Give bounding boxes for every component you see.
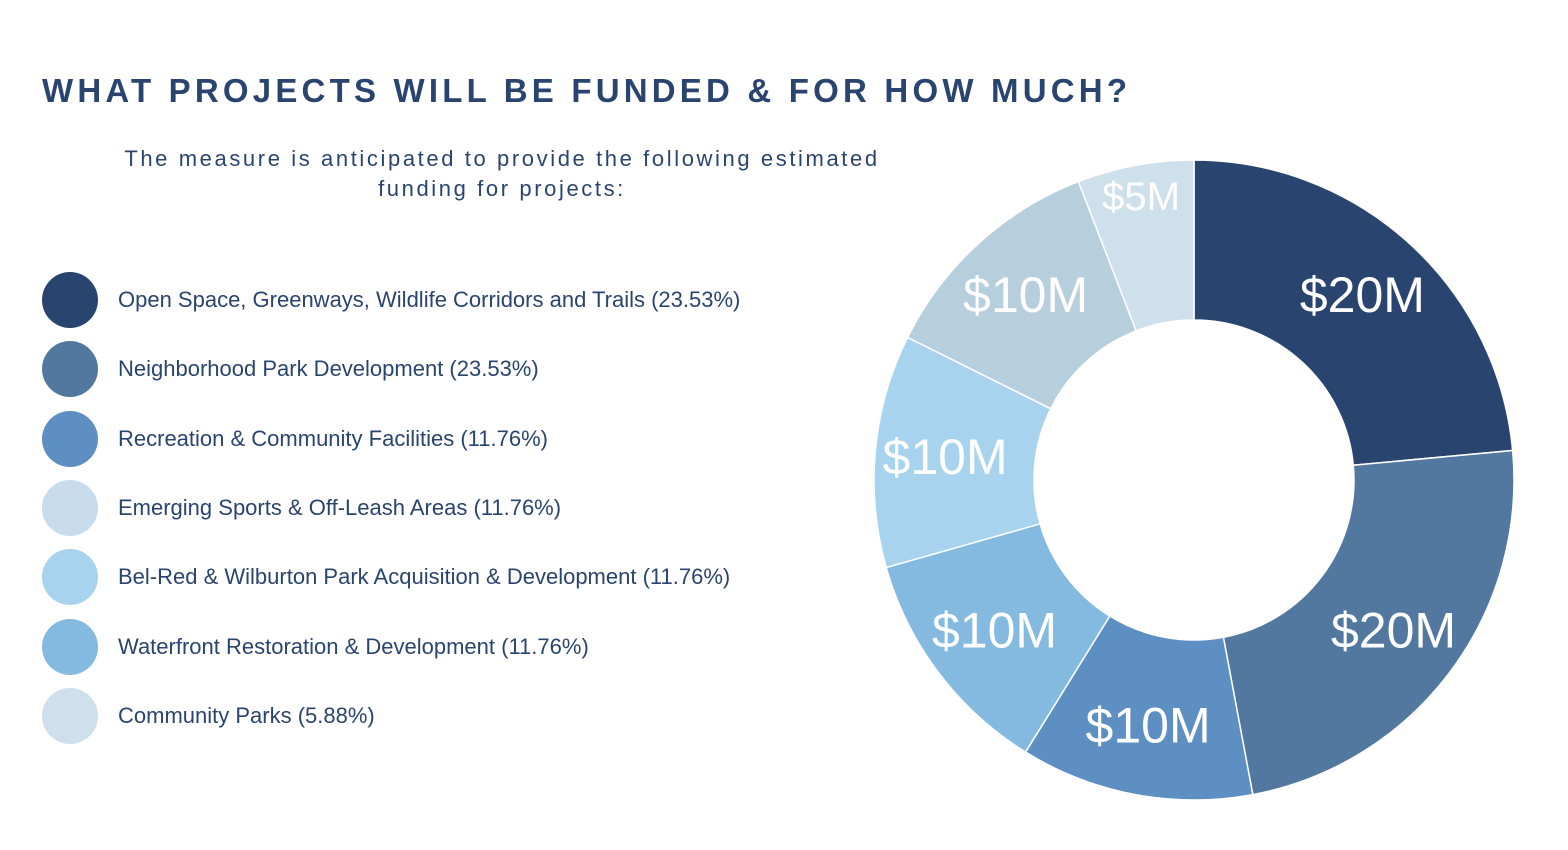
donut-chart: $20M $20M $10M $10M $10M $10M $5M xyxy=(873,159,1515,801)
chart-legend: Open Space, Greenways, Wildlife Corridor… xyxy=(42,0,862,850)
slice-value-label: $10M xyxy=(883,429,1008,485)
legend-label: Community Parks (5.88%) xyxy=(118,702,375,728)
legend-swatch xyxy=(42,549,98,606)
legend-label: Bel-Red & Wilburton Park Acquisition & D… xyxy=(118,564,731,590)
legend-label: Emerging Sports & Off-Leash Areas (11.76… xyxy=(118,494,562,520)
legend-item: Waterfront Restoration & Development (11… xyxy=(42,618,589,675)
legend-label: Waterfront Restoration & Development (11… xyxy=(118,633,589,659)
page-subtitle: The measure is anticipated to provide th… xyxy=(124,146,880,201)
donut-slice xyxy=(1193,159,1514,467)
donut-slice xyxy=(1222,449,1515,796)
legend-swatch xyxy=(42,341,98,398)
legend-swatch xyxy=(42,479,98,536)
legend-swatch xyxy=(42,618,98,675)
slice-value-label: $5M xyxy=(1102,175,1180,219)
slice-value-label: $20M xyxy=(1331,603,1456,659)
legend-item: Emerging Sports & Off-Leash Areas (11.76… xyxy=(42,479,562,536)
donut-slice xyxy=(1077,159,1195,332)
legend-item: Community Parks (5.88%) xyxy=(42,687,375,744)
legend-swatch xyxy=(42,687,98,744)
legend-swatch xyxy=(42,410,98,467)
legend-label: Recreation & Community Facilities (11.76… xyxy=(118,425,548,451)
slice-value-label: $20M xyxy=(1300,267,1425,323)
legend-item: Recreation & Community Facilities (11.76… xyxy=(42,410,548,467)
page-title: WHAT PROJECTS WILL BE FUNDED & FOR HOW M… xyxy=(42,72,1132,109)
slice-value-label: $10M xyxy=(1086,698,1211,754)
legend-label: Open Space, Greenways, Wildlife Corridor… xyxy=(118,287,741,312)
slice-value-label: $10M xyxy=(932,603,1057,659)
slice-value-label: $10M xyxy=(963,267,1088,323)
legend-item: Bel-Red & Wilburton Park Acquisition & D… xyxy=(42,549,731,606)
legend-swatch xyxy=(42,272,98,328)
legend-item: Neighborhood Park Development (23.53%) xyxy=(42,341,539,398)
legend-label: Neighborhood Park Development (23.53%) xyxy=(118,356,539,382)
legend-item: Open Space, Greenways, Wildlife Corridor… xyxy=(42,272,740,328)
